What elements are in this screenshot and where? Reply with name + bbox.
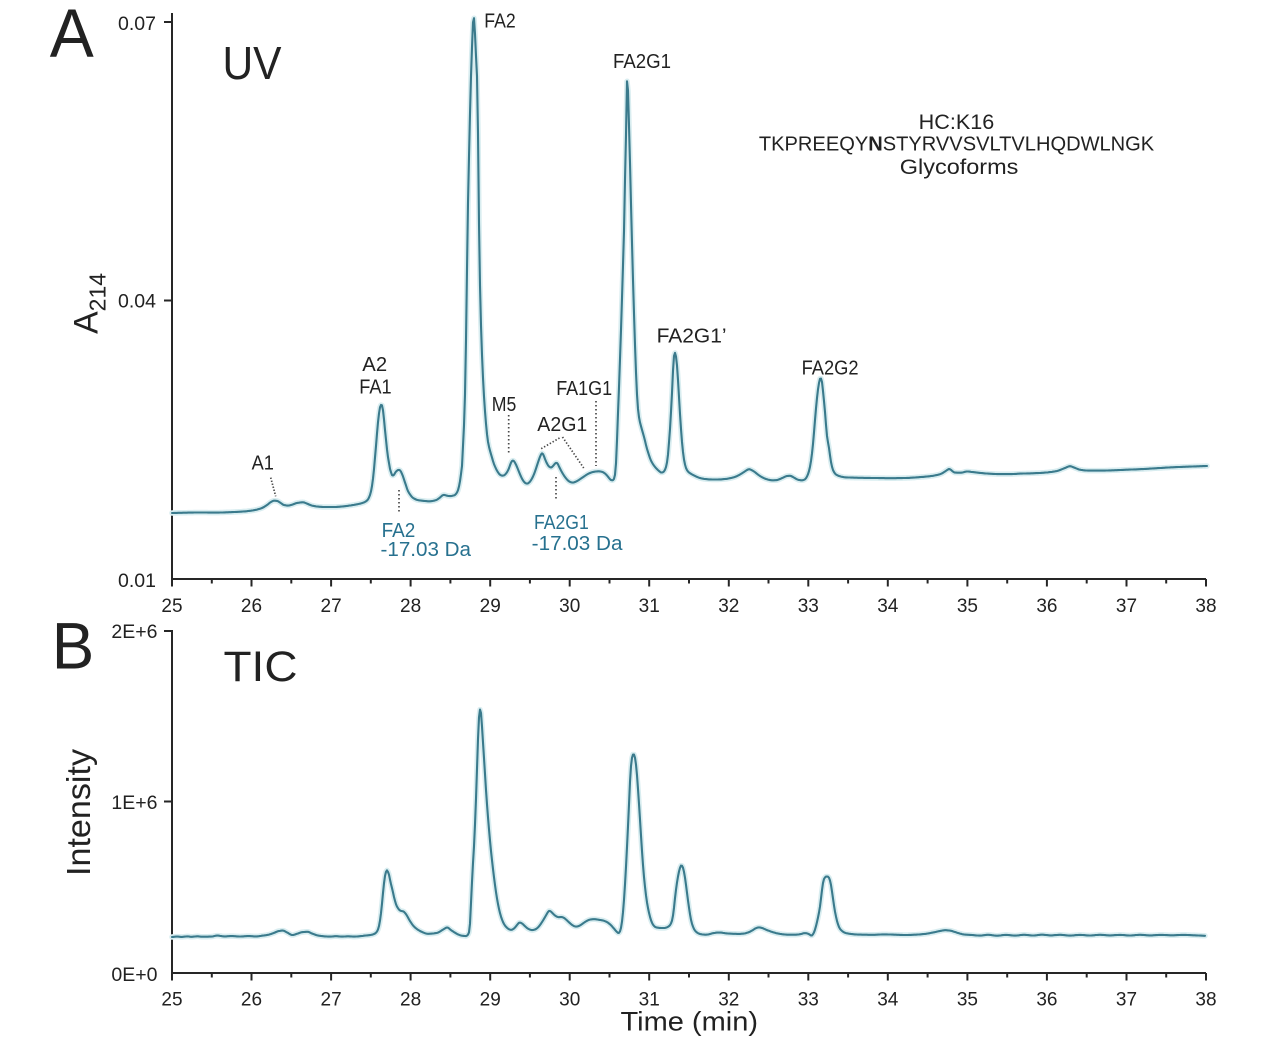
svg-text:Glycoforms: Glycoforms — [900, 155, 1019, 179]
svg-text:34: 34 — [877, 596, 899, 617]
svg-text:38: 38 — [1195, 990, 1216, 1011]
svg-text:33: 33 — [798, 596, 819, 617]
svg-text:0.07: 0.07 — [118, 13, 156, 35]
svg-text:25: 25 — [161, 990, 182, 1011]
svg-text:28: 28 — [400, 596, 421, 617]
svg-text:0E+0: 0E+0 — [111, 964, 157, 986]
svg-text:Time (min): Time (min) — [621, 1007, 759, 1037]
svg-text:A2: A2 — [362, 354, 387, 376]
svg-text:A: A — [50, 0, 94, 72]
svg-text:-17.03 Da: -17.03 Da — [532, 533, 624, 555]
svg-text:32: 32 — [718, 990, 739, 1011]
svg-text:35: 35 — [957, 596, 978, 617]
svg-text:FA1: FA1 — [359, 377, 391, 399]
svg-text:HC:K16: HC:K16 — [919, 111, 995, 134]
svg-text:28: 28 — [400, 990, 421, 1011]
svg-text:TKPREEQYNSTYRVVSVLTVLHQDWLNGK: TKPREEQYNSTYRVVSVLTVLHQDWLNGK — [759, 133, 1155, 155]
svg-text:FA1G1: FA1G1 — [556, 378, 612, 400]
svg-text:FA2G1: FA2G1 — [534, 512, 589, 534]
svg-text:FA2: FA2 — [382, 520, 416, 542]
svg-text:35: 35 — [957, 990, 978, 1011]
svg-text:FA2G1’: FA2G1’ — [657, 326, 727, 348]
svg-text:M5: M5 — [492, 394, 517, 416]
svg-text:31: 31 — [639, 990, 660, 1011]
svg-text:26: 26 — [241, 990, 262, 1011]
svg-text:0.01: 0.01 — [118, 570, 156, 592]
svg-text:31: 31 — [639, 596, 660, 617]
svg-text:37: 37 — [1116, 596, 1137, 617]
svg-text:36: 36 — [1036, 990, 1057, 1011]
svg-text:FA2G2: FA2G2 — [802, 357, 859, 379]
svg-text:26: 26 — [241, 596, 262, 617]
svg-text:33: 33 — [798, 990, 819, 1011]
svg-text:38: 38 — [1195, 596, 1216, 617]
svg-text:32: 32 — [718, 596, 739, 617]
svg-text:B: B — [52, 608, 94, 682]
svg-text:27: 27 — [321, 596, 342, 617]
svg-text:UV: UV — [223, 37, 282, 89]
svg-text:1E+6: 1E+6 — [111, 792, 157, 814]
svg-text:25: 25 — [161, 596, 182, 617]
svg-text:FA2: FA2 — [484, 10, 515, 32]
svg-text:FA2G1: FA2G1 — [613, 51, 671, 73]
svg-text:0.04: 0.04 — [118, 291, 156, 313]
svg-text:29: 29 — [480, 596, 501, 617]
svg-text:36: 36 — [1036, 596, 1057, 617]
svg-text:30: 30 — [559, 990, 580, 1011]
svg-text:A1: A1 — [252, 452, 274, 474]
svg-text:TIC: TIC — [224, 644, 298, 691]
svg-text:2E+6: 2E+6 — [111, 621, 157, 643]
svg-text:-17.03 Da: -17.03 Da — [381, 539, 472, 561]
svg-text:27: 27 — [321, 990, 342, 1011]
svg-text:Intensity: Intensity — [61, 749, 98, 876]
svg-text:29: 29 — [480, 990, 501, 1011]
svg-text:34: 34 — [877, 990, 899, 1011]
svg-text:A2G1: A2G1 — [537, 414, 587, 436]
svg-text:30: 30 — [559, 596, 580, 617]
svg-text:37: 37 — [1116, 990, 1137, 1011]
